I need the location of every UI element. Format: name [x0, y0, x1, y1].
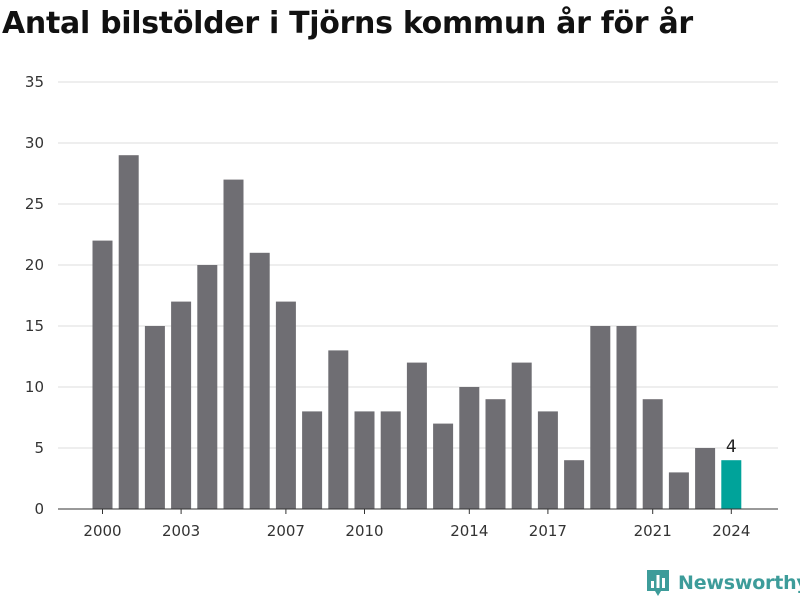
bar-2021: [642, 399, 663, 509]
y-tick-label: 15: [25, 317, 44, 335]
x-tick-label: 2000: [83, 522, 121, 540]
y-tick-label: 35: [25, 73, 44, 91]
y-tick-label: 25: [25, 195, 44, 213]
highlight-value-label: 4: [726, 437, 737, 457]
bar-2018: [564, 460, 585, 509]
bar-2004: [197, 265, 218, 509]
x-tick-label: 2024: [712, 522, 750, 540]
bar-2007: [275, 301, 296, 509]
bar-2005: [223, 179, 244, 509]
y-tick-label: 10: [25, 378, 44, 396]
y-tick-label: 30: [25, 134, 44, 152]
brand-name: Newsworthy: [678, 572, 800, 594]
bar-2016: [511, 362, 532, 509]
x-tick-label: 2021: [634, 522, 672, 540]
bar-2001: [118, 155, 139, 509]
x-axis: 2000 2003 2007 2010 2014 2017 2021 2024: [58, 508, 778, 540]
bar-2024: [721, 460, 742, 509]
x-tick-label: 2003: [162, 522, 200, 540]
bar-2011: [380, 411, 401, 509]
bar-2022: [668, 472, 689, 509]
bar-2013: [433, 423, 454, 509]
bar-2006: [249, 252, 270, 510]
bar-2017: [537, 411, 558, 509]
bar-2008: [302, 411, 323, 509]
bar-2015: [485, 399, 506, 509]
x-tick-label: 2010: [345, 522, 383, 540]
bar-2023: [695, 448, 716, 509]
bar-2020: [616, 326, 637, 509]
bar-chart-icon: [647, 570, 669, 596]
bar-2002: [144, 326, 165, 509]
bar-2000: [92, 240, 113, 509]
bars: [92, 155, 742, 510]
bar-2019: [590, 326, 611, 509]
bar-2003: [171, 301, 192, 509]
x-tick-label: 2007: [267, 522, 305, 540]
x-tick-label: 2017: [529, 522, 567, 540]
data-labels: 4: [726, 437, 737, 457]
bar-2009: [328, 350, 349, 509]
y-tick-label: 0: [34, 500, 44, 518]
newsworthy-logo: Newsworthy: [645, 568, 800, 598]
bar-2010: [354, 411, 375, 509]
x-tick-label: 2014: [450, 522, 488, 540]
chart-title: Antal bilstölder i Tjörns kommun år för …: [2, 6, 693, 41]
bar-2012: [406, 362, 427, 509]
bar-2014: [459, 387, 480, 509]
y-tick-label: 5: [34, 439, 44, 457]
y-axis: 0 5 10 15 20 25 30 35: [25, 73, 44, 518]
y-tick-label: 20: [25, 256, 44, 274]
